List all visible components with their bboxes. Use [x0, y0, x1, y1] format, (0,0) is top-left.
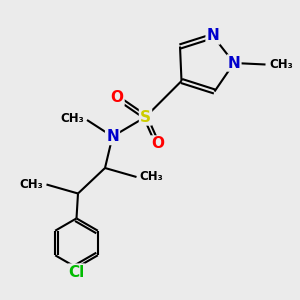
Text: N: N	[207, 28, 219, 44]
Text: CH₃: CH₃	[20, 178, 44, 191]
Text: S: S	[140, 110, 151, 124]
Text: Cl: Cl	[68, 265, 85, 280]
Text: O: O	[151, 136, 164, 152]
Text: N: N	[106, 129, 119, 144]
Text: CH₃: CH₃	[269, 58, 293, 71]
Text: CH₃: CH₃	[61, 112, 85, 125]
Text: CH₃: CH₃	[140, 170, 163, 184]
Text: N: N	[228, 56, 240, 70]
Text: O: O	[110, 90, 124, 105]
